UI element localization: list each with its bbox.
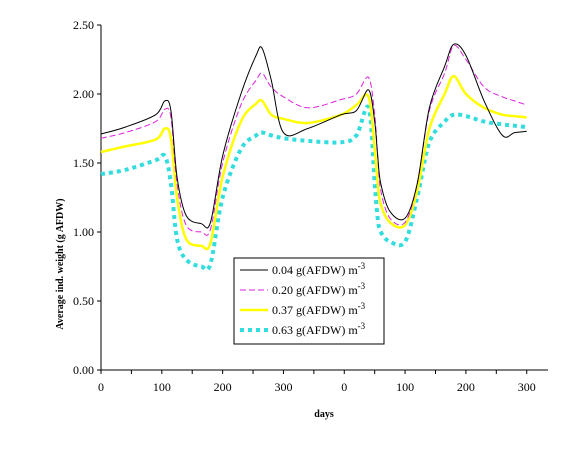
series-line-2	[100, 44, 527, 236]
y-tick-label: 1.00	[73, 225, 94, 239]
legend-label-superscript: -3	[358, 261, 366, 271]
axes	[97, 24, 548, 374]
x-axis-label: days	[314, 409, 334, 420]
legend-label-superscript: -3	[358, 321, 366, 331]
x-tick-label: 100	[153, 380, 171, 394]
series-line-1	[100, 43, 527, 229]
legend-label-3: 0.37 g(AFDW) m-3	[272, 301, 366, 317]
series-line-3	[100, 74, 527, 251]
x-tick-label: 300	[518, 380, 536, 394]
legend-label-4: 0.63 g(AFDW) m-3	[272, 321, 366, 337]
legend-label-2: 0.20 g(AFDW) m-3	[272, 281, 366, 297]
x-tick-labels: 0 100 200 300 0 100 200 300	[98, 380, 536, 394]
x-tick-label: 200	[214, 380, 232, 394]
y-tick-label: 2.50	[73, 18, 94, 32]
y-tick-label: 0.50	[73, 294, 94, 308]
legend: 0.04 g(AFDW) m-3 0.20 g(AFDW) m-3 0.37 g(A…	[233, 257, 385, 345]
y-tick-labels: 0.00 0.50 1.00 1.50 2.00 2.50	[73, 18, 94, 377]
y-tick-label: 0.00	[73, 363, 94, 377]
legend-label-superscript: -3	[358, 301, 366, 311]
series-lines	[100, 43, 527, 272]
x-tick-label: 0	[98, 380, 104, 394]
x-tick-label: 300	[274, 380, 292, 394]
legend-label-superscript: -3	[358, 281, 366, 291]
y-axis-label: Average ind. weight (g AFDW)	[55, 198, 66, 329]
y-tick-label: 2.00	[73, 87, 94, 101]
x-tick-label: 100	[396, 380, 414, 394]
legend-label-1: 0.04 g(AFDW) m-3	[272, 261, 366, 277]
series-line-4	[100, 104, 527, 272]
x-tick-label: 0	[341, 380, 347, 394]
y-tick-label: 1.50	[73, 156, 94, 170]
x-tick-label: 200	[457, 380, 475, 394]
